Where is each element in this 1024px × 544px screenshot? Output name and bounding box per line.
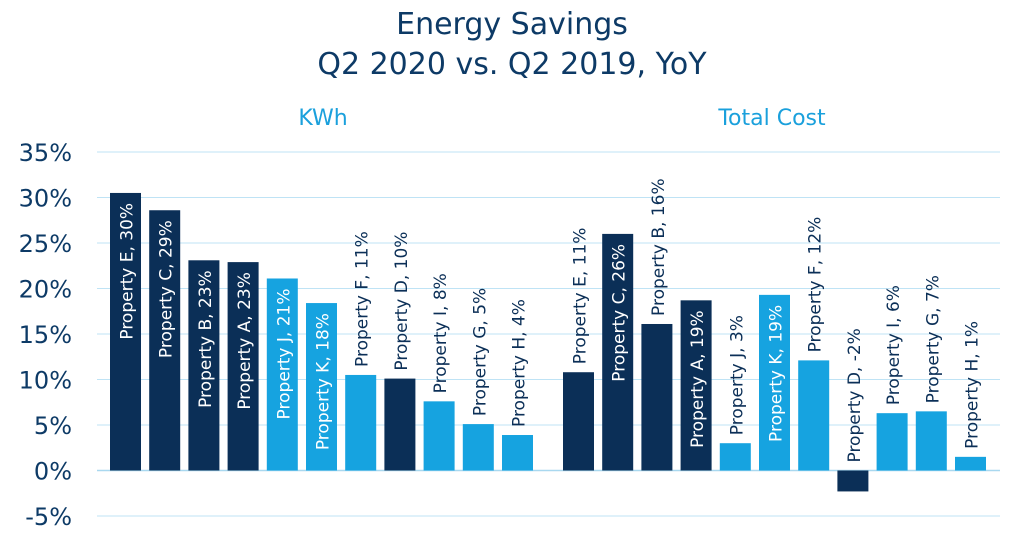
- bar: [563, 372, 594, 471]
- bar: [876, 413, 908, 471]
- data-label: Property D, -2%: [845, 328, 865, 462]
- y-tick-label: 5%: [34, 412, 72, 440]
- bar: [759, 294, 790, 471]
- bar: [837, 470, 869, 492]
- bar: [915, 411, 947, 471]
- data-label: Property A, 19%: [688, 310, 708, 448]
- data-label: Property A, 23%: [235, 272, 255, 410]
- bar: [149, 210, 181, 471]
- bar: [719, 443, 751, 471]
- y-tick-label: 25%: [19, 230, 72, 258]
- data-label: Property H, 1%: [963, 321, 983, 449]
- bar: [602, 233, 634, 471]
- y-tick-label: 35%: [19, 139, 72, 167]
- bar: [423, 401, 455, 471]
- bar: [462, 424, 494, 471]
- group-label-total-cost: Total Cost: [718, 106, 826, 131]
- chart-title-line2: Q2 2020 vs. Q2 2019, YoY: [317, 47, 707, 82]
- bar: [188, 260, 220, 471]
- data-label: Property B, 16%: [649, 178, 669, 316]
- data-label: Property F, 12%: [806, 217, 826, 353]
- data-label: Property G, 5%: [470, 288, 490, 416]
- y-tick-label: 10%: [19, 367, 72, 395]
- data-label: Property E, 30%: [118, 203, 138, 340]
- bar: [110, 192, 141, 471]
- bar: [798, 360, 830, 471]
- data-label: Property J, 3%: [727, 315, 747, 435]
- data-label: Property C, 26%: [610, 244, 630, 382]
- bar: [384, 378, 416, 471]
- bar: [680, 300, 712, 471]
- y-tick-label: -5%: [25, 503, 72, 531]
- group-label-kwh: KWh: [298, 106, 348, 131]
- data-label: Property C, 29%: [157, 220, 177, 358]
- data-label: Property J, 21%: [274, 288, 294, 419]
- y-tick-label: 0%: [34, 458, 72, 486]
- data-label: Property E, 11%: [571, 228, 591, 365]
- y-tick-label: 30%: [19, 185, 72, 213]
- data-label: Property F, 11%: [353, 231, 373, 367]
- y-tick-label: 20%: [19, 276, 72, 304]
- bar: [306, 303, 337, 471]
- bar: [502, 435, 533, 471]
- chart-title-line1: Energy Savings: [396, 7, 628, 42]
- data-label: Property B, 23%: [196, 270, 216, 408]
- data-label: Property I, 6%: [884, 285, 904, 405]
- bar: [641, 323, 673, 471]
- bar: [266, 278, 298, 471]
- data-label: Property K, 19%: [767, 305, 787, 442]
- data-label: Property G, 7%: [923, 275, 943, 403]
- data-label: Property H, 4%: [510, 299, 530, 427]
- bar: [227, 262, 259, 471]
- data-label: Property K, 18%: [314, 313, 334, 450]
- data-label: Property I, 8%: [431, 273, 451, 393]
- bar: [955, 456, 986, 471]
- y-tick-label: 15%: [19, 321, 72, 349]
- data-label: Property D, 10%: [392, 232, 412, 371]
- bar: [345, 374, 377, 471]
